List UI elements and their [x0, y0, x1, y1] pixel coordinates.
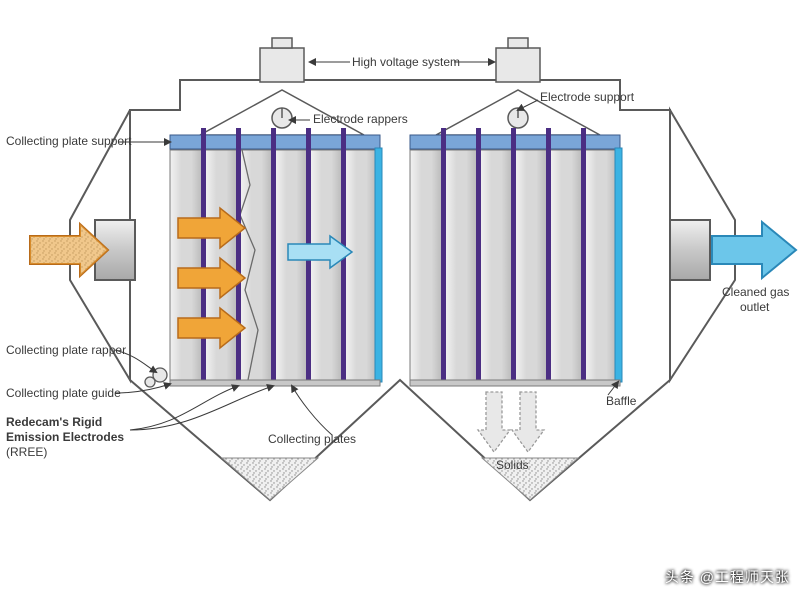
label-rree-1: Redecam's Rigid	[6, 415, 102, 429]
label-rree-2: Emission Electrodes	[6, 430, 124, 444]
baffle-2	[615, 148, 622, 382]
label-collecting-plate-rapper: Collecting plate rapper	[6, 343, 126, 357]
diagram-svg	[0, 0, 800, 593]
hopper-solids-1	[222, 458, 318, 500]
label-rree-3: (RREE)	[6, 445, 47, 459]
hv-box-right	[496, 38, 540, 82]
hv-box-left	[260, 38, 304, 82]
label-collecting-plate-support: Collecting plate support	[6, 134, 131, 148]
label-cleaned-gas-2: outlet	[740, 300, 769, 314]
label-electrode-support: Electrode support	[540, 90, 634, 104]
label-electrode-rappers: Electrode rappers	[313, 112, 408, 126]
internal-orange-arrows	[178, 208, 245, 348]
label-solids: Solids	[496, 458, 529, 472]
label-cleaned-gas-1: Cleaned gas	[722, 285, 789, 299]
baffle-1	[375, 148, 382, 382]
label-hvs: High voltage system	[352, 55, 460, 69]
label-collecting-plate-guide: Collecting plate guide	[6, 386, 121, 400]
watermark: 头条 @工程师天张	[665, 567, 790, 587]
label-baffle: Baffle	[606, 394, 636, 408]
label-collecting-plates: Collecting plates	[268, 432, 356, 446]
outlet-duct	[670, 220, 710, 280]
